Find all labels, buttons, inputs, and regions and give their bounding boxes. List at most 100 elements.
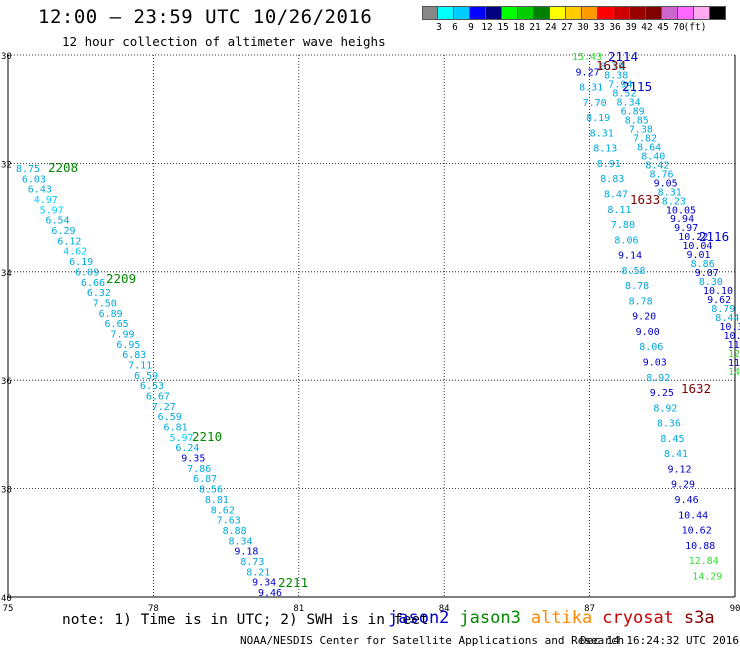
wave-height-value: 5.97 — [169, 433, 193, 444]
wave-height-value: 8.91 — [597, 159, 621, 170]
wave-height-value: 8.92 — [646, 373, 670, 384]
color-swatch — [614, 6, 630, 20]
wave-height-value: 7.86 — [187, 464, 211, 475]
wave-height-value: 6.89 — [621, 106, 645, 117]
wave-height-value: 9.29 — [671, 480, 695, 491]
wave-height-value: 6.59 — [134, 371, 158, 382]
latitude-label: 40 — [1, 594, 12, 604]
wave-height-value: 7.63 — [217, 516, 241, 527]
color-swatch — [710, 6, 726, 20]
wave-height-value: 9.01 — [686, 250, 710, 261]
wave-height-value: 6.83 — [122, 350, 146, 361]
wave-height-value: 8.75 — [16, 164, 40, 175]
wave-height-value: 6.59 — [158, 412, 182, 423]
wave-height-value: 8.56 — [199, 485, 223, 496]
wave-height-value: 7.80 — [611, 220, 635, 231]
color-scale-bar — [422, 6, 726, 20]
wave-height-value: 9.46 — [258, 588, 282, 599]
longitude-label: 87 — [584, 604, 595, 614]
color-scale-label: (ft) — [683, 22, 707, 33]
wave-height-value: 8.78 — [629, 296, 653, 307]
wave-height-value: 7.11 — [128, 360, 152, 371]
wave-height-value: 9.07 — [695, 268, 719, 279]
wave-height-value: 12.84 — [689, 556, 719, 567]
wave-height-value: 9.25 — [650, 388, 674, 399]
color-scale-label: 3 — [436, 22, 442, 33]
map-title: 12:00 – 23:59 UTC 10/26/2016 — [38, 6, 373, 28]
wave-height-value: 14.68 — [728, 367, 740, 378]
wave-height-value: 7.99 — [110, 329, 134, 340]
longitude-label: 81 — [293, 604, 304, 614]
color-swatch — [598, 6, 614, 20]
wave-height-value: 8.78 — [625, 281, 649, 292]
color-scale-label: 30 — [577, 22, 589, 33]
wave-height-value: 7.38 — [629, 124, 653, 135]
color-scale-label: 33 — [593, 22, 605, 33]
wave-height-value: 9.62 — [707, 295, 731, 306]
latitude-label: 30 — [1, 52, 12, 62]
wave-height-value: 10.44 — [678, 510, 708, 521]
color-scale-label: 27 — [561, 22, 573, 33]
wave-height-value: 9.12 — [667, 464, 691, 475]
wave-height-value: 8.40 — [641, 151, 665, 162]
color-swatch — [470, 6, 486, 20]
wave-height-value: 10.10 — [703, 286, 733, 297]
color-swatch — [518, 6, 534, 20]
wave-height-value: 8.31 — [590, 128, 614, 139]
latitude-label: 36 — [1, 377, 12, 387]
pass-label: 2208 — [48, 160, 78, 175]
wave-height-value: 8.58 — [622, 266, 646, 277]
wave-height-value: 6.19 — [69, 257, 93, 268]
wave-height-value: 4.62 — [63, 247, 87, 258]
legend-item-jason3: jason3 — [459, 608, 521, 628]
wave-height-value: 8.44 — [715, 313, 739, 324]
wave-height-value: 7.50 — [93, 298, 117, 309]
wave-height-value: 9.27 — [576, 67, 600, 78]
wave-height-value: 8.86 — [691, 259, 715, 270]
footer-note: note: 1) Time is in UTC; 2) SWH is in fe… — [62, 612, 429, 628]
wave-height-value: 8.92 — [653, 403, 677, 414]
wave-height-value: 6.29 — [51, 226, 75, 237]
wave-height-value: 9.46 — [675, 495, 699, 506]
wave-height-value: 8.73 — [240, 557, 264, 568]
color-swatch — [438, 6, 454, 20]
wave-height-value: 6.03 — [22, 174, 46, 185]
wave-height-value: 8.38 — [604, 70, 628, 81]
wave-height-value: 8.85 — [625, 115, 649, 126]
wave-height-value: 10.62 — [682, 526, 712, 537]
wave-height-value: 10.04 — [682, 241, 712, 252]
wave-height-value: 8.34 — [228, 536, 252, 547]
wave-height-value: 8.30 — [699, 277, 723, 288]
color-scale-labels: 3 6 9 12 15 18 21 24 27 30 33 36 39 42 45 70 (ft) — [422, 22, 740, 36]
wave-height-value: 8.34 — [617, 97, 641, 108]
wave-height-value: 8.88 — [223, 526, 247, 537]
wave-height-value: 9.14 — [618, 251, 642, 262]
wave-height-value: 9.18 — [234, 547, 258, 558]
wave-height-value: 6.53 — [140, 381, 164, 392]
wave-height-value: 9.00 — [636, 327, 660, 338]
pass-label: 2114 — [608, 49, 638, 64]
wave-height-value: 8.81 — [205, 495, 229, 506]
wave-height-value: 10.05 — [666, 205, 696, 216]
color-scale-label: 36 — [609, 22, 621, 33]
color-scale-label: 18 — [513, 22, 525, 33]
legend-item-jason2: jason2 — [388, 608, 450, 628]
wave-height-value: 8.31 — [658, 187, 682, 198]
color-scale-label: 42 — [641, 22, 653, 33]
wave-height-value: 6.95 — [116, 340, 140, 351]
color-swatch — [582, 6, 598, 20]
credit-line: NOAA/NESDIS Center for Satellite Applica… — [240, 634, 625, 647]
wave-height-value: 8.21 — [246, 567, 270, 578]
color-swatch — [454, 6, 470, 20]
wave-height-value: 8.11 — [607, 205, 631, 216]
wave-height-value: 9.97 — [674, 223, 698, 234]
latitude-label: 32 — [1, 160, 12, 170]
wave-height-value: 8.52 — [612, 88, 636, 99]
wave-height-value: 11.75 — [728, 358, 740, 369]
wave-height-value: 8.45 — [660, 434, 684, 445]
wave-height-value: 8.62 — [211, 505, 235, 516]
pass-label: 1632 — [681, 381, 711, 396]
wave-height-value: 10.22 — [678, 232, 708, 243]
